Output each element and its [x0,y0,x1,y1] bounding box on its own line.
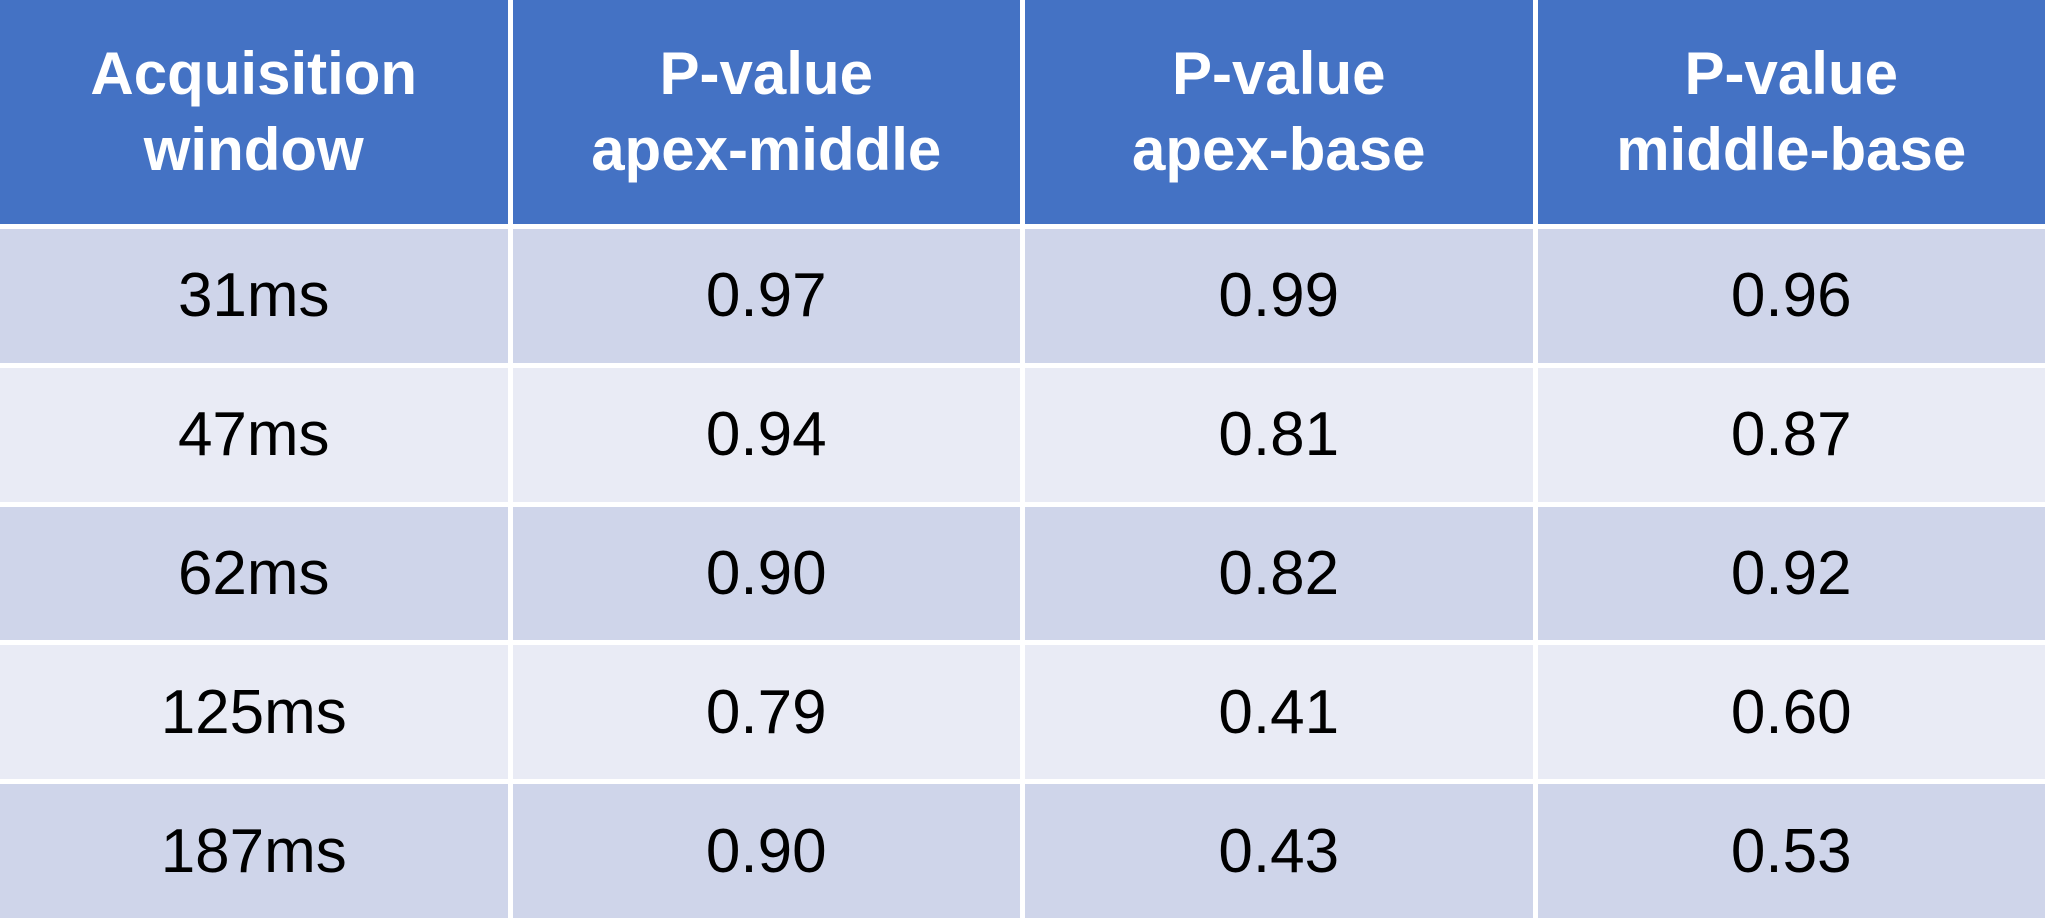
table-cell: 0.41 [1025,645,1533,780]
table-cell: 62ms [0,506,508,641]
table-cell: 0.94 [512,367,1020,502]
table-cell: 187ms [0,784,508,918]
header-text: Acquisition [90,40,418,107]
table-cell: 0.90 [512,506,1020,641]
table-cell: 0.97 [512,229,1020,363]
table-cell: 0.60 [1537,645,2045,780]
table-cell: 0.43 [1025,784,1533,918]
table-cell: 0.90 [512,784,1020,918]
header-cell: Acquisition window [0,0,508,224]
header-text: P-value [659,40,873,107]
table-cell: 0.87 [1537,367,2045,502]
table-cell: 0.92 [1537,506,2045,641]
table-cell: 47ms [0,367,508,502]
table-cell: 0.81 [1025,367,1533,502]
table-cell: 0.79 [512,645,1020,780]
header-cell: P-value apex-middle [512,0,1020,224]
header-text: apex-base [1132,116,1426,183]
table-cell: 0.99 [1025,229,1533,363]
header-cell: P-value apex-base [1025,0,1533,224]
table-cell: 0.96 [1537,229,2045,363]
header-text: P-value [1172,40,1386,107]
header-text: window [143,116,364,183]
table-cell: 0.53 [1537,784,2045,918]
table-cell: 31ms [0,229,508,363]
header-text: apex-middle [591,116,942,183]
table-cell: 125ms [0,645,508,780]
header-text: middle-base [1616,116,1967,183]
header-cell: P-value middle-base [1537,0,2045,224]
header-text: P-value [1684,40,1898,107]
table-cell: 0.82 [1025,506,1533,641]
